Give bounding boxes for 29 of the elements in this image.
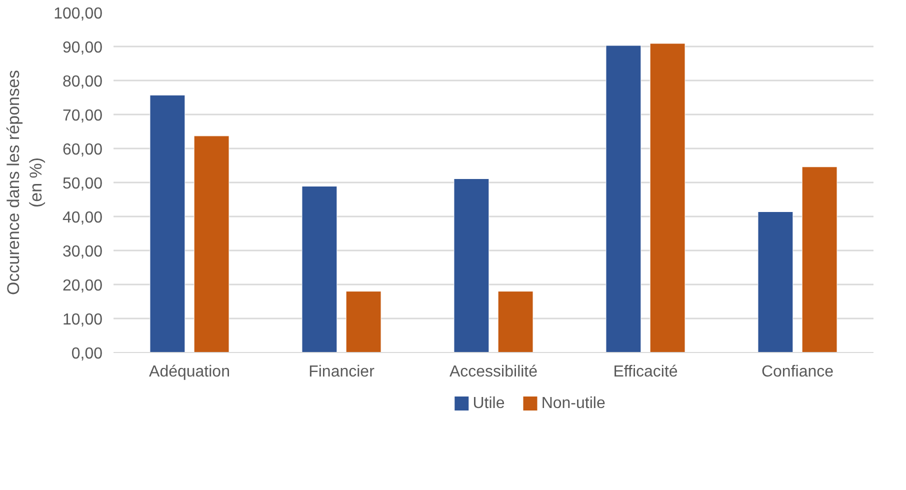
y-tick-label: 20,00 xyxy=(62,278,103,294)
bar xyxy=(346,291,382,352)
legend-label: Non-utile xyxy=(541,395,606,412)
y-tick-label: 90,00 xyxy=(62,40,103,56)
bar xyxy=(150,94,186,352)
y-tick-label: 100,00 xyxy=(54,6,103,22)
x-tick-label: Confiance xyxy=(761,364,834,380)
legend-label: Utile xyxy=(472,395,505,412)
y-axis-title: Occurence dans les réponses (en %) xyxy=(4,70,46,295)
y-tick-label: 0,00 xyxy=(71,346,103,362)
bar xyxy=(606,45,642,352)
y-tick-label: 80,00 xyxy=(62,74,103,90)
bar xyxy=(802,166,838,352)
y-tick-label: 10,00 xyxy=(62,312,103,328)
x-tick-label: Financier xyxy=(308,364,376,380)
y-tick-label: 40,00 xyxy=(62,210,103,226)
x-tick-label: Accessibilité xyxy=(449,364,538,380)
y-tick-label: 60,00 xyxy=(62,142,103,158)
x-tick-label: Efficacité xyxy=(613,364,678,380)
bar xyxy=(650,43,686,352)
bar xyxy=(302,186,338,352)
bar xyxy=(498,291,534,352)
y-tick-label: 50,00 xyxy=(62,176,103,192)
bar xyxy=(454,178,490,352)
bar xyxy=(194,136,230,352)
y-tick-label: 30,00 xyxy=(62,244,103,260)
bar xyxy=(758,211,794,352)
x-tick-label: Adéquation xyxy=(149,364,230,380)
y-tick-label: 70,00 xyxy=(62,108,103,124)
